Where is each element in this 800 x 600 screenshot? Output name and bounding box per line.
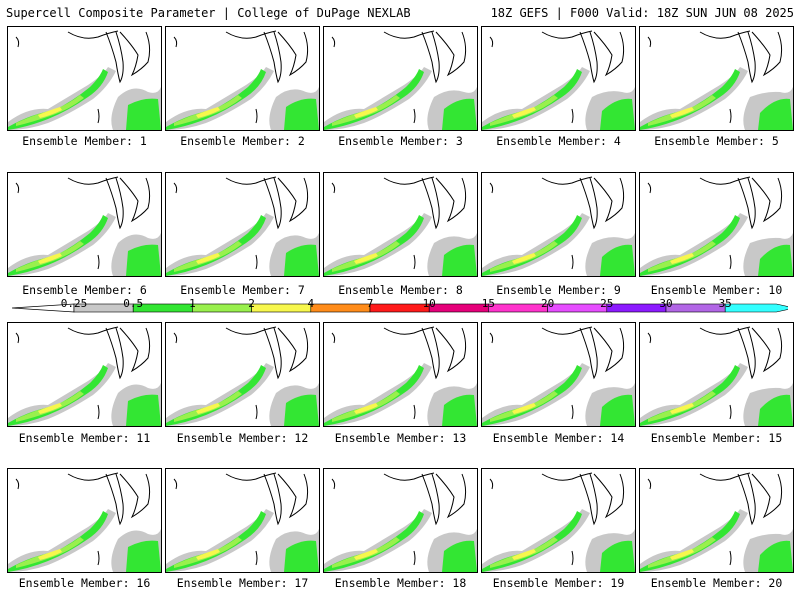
ensemble-member-map (165, 26, 320, 131)
ensemble-member-map (481, 322, 636, 427)
colorbar-tick-label: 2 (248, 297, 255, 310)
ensemble-member-map (639, 26, 794, 131)
colorbar-segment (369, 303, 430, 313)
ensemble-member-map (639, 172, 794, 277)
colorbar-tick-label: 4 (307, 297, 315, 310)
colorbar-segment (192, 303, 252, 313)
colorbar-tick-label: 35 (718, 297, 732, 310)
colorbar-tick-label: 10 (422, 297, 436, 310)
colorbar-segment (724, 303, 788, 313)
ensemble-member-map (165, 172, 320, 277)
ensemble-member-map (323, 26, 478, 131)
colorbar-tick-label: 7 (366, 297, 374, 310)
ensemble-member-map (639, 468, 794, 573)
colorbar-segment (310, 303, 371, 313)
ensemble-member-label: Ensemble Member: 7 (180, 283, 305, 297)
map-title: Supercell Composite Parameter | College … (6, 6, 411, 20)
ensemble-member-map (165, 322, 320, 427)
ensemble-member-label: Ensemble Member: 15 (650, 431, 783, 445)
ensemble-member-label: Ensemble Member: 14 (492, 431, 625, 445)
ensemble-member-label: Ensemble Member: 17 (176, 576, 309, 590)
ensemble-member-label: Ensemble Member: 12 (176, 431, 309, 445)
ensemble-member-label: Ensemble Member: 16 (18, 576, 151, 590)
ensemble-member-label: Ensemble Member: 20 (650, 576, 783, 590)
ensemble-member-map (323, 468, 478, 573)
ensemble-member-map (323, 172, 478, 277)
colorbar-segment (547, 303, 608, 313)
ensemble-member-label: Ensemble Member: 1 (22, 134, 147, 148)
run-valid-time: 18Z GEFS | F000 Valid: 18Z SUN JUN 08 20… (490, 6, 794, 20)
ensemble-member-map (7, 468, 162, 573)
ensemble-member-map (481, 26, 636, 131)
ensemble-member-label: Ensemble Member: 5 (654, 134, 779, 148)
colorbar-segment (606, 303, 667, 313)
colorbar-tick-label: 20 (540, 297, 555, 310)
ensemble-member-label: Ensemble Member: 2 (180, 134, 305, 148)
ensemble-member-map (481, 468, 636, 573)
colorbar-tick-label: 15 (481, 297, 496, 310)
ensemble-member-label: Ensemble Member: 13 (334, 431, 467, 445)
ensemble-member-map (481, 172, 636, 277)
ensemble-member-label: Ensemble Member: 4 (496, 134, 621, 148)
ensemble-member-label: Ensemble Member: 9 (496, 283, 621, 297)
ensemble-member-label: Ensemble Member: 10 (650, 283, 783, 297)
ensemble-member-label: Ensemble Member: 19 (492, 576, 625, 590)
colorbar-tick-label: 0.5 (123, 297, 144, 310)
ensemble-member-map (639, 322, 794, 427)
colorbar-segment (488, 303, 548, 313)
ensemble-member-label: Ensemble Member: 6 (22, 283, 147, 297)
ensemble-member-map (323, 322, 478, 427)
colorbar-tick-label: 25 (600, 297, 614, 310)
colorbar-segment (428, 303, 489, 313)
ensemble-member-map (7, 172, 162, 277)
ensemble-member-label: Ensemble Member: 8 (338, 283, 463, 297)
colorbar (12, 303, 788, 313)
ensemble-member-map (7, 26, 162, 131)
colorbar-tick-label: 0.25 (60, 297, 88, 310)
ensemble-member-label: Ensemble Member: 11 (18, 431, 151, 445)
colorbar-segment (665, 303, 726, 313)
ensemble-member-map (7, 322, 162, 427)
ensemble-member-label: Ensemble Member: 3 (338, 134, 463, 148)
colorbar-segment (251, 303, 312, 313)
colorbar-tick-label: 30 (659, 297, 673, 310)
colorbar-tick-label: 1 (189, 297, 196, 310)
ensemble-member-map (165, 468, 320, 573)
ensemble-member-label: Ensemble Member: 18 (334, 576, 467, 590)
